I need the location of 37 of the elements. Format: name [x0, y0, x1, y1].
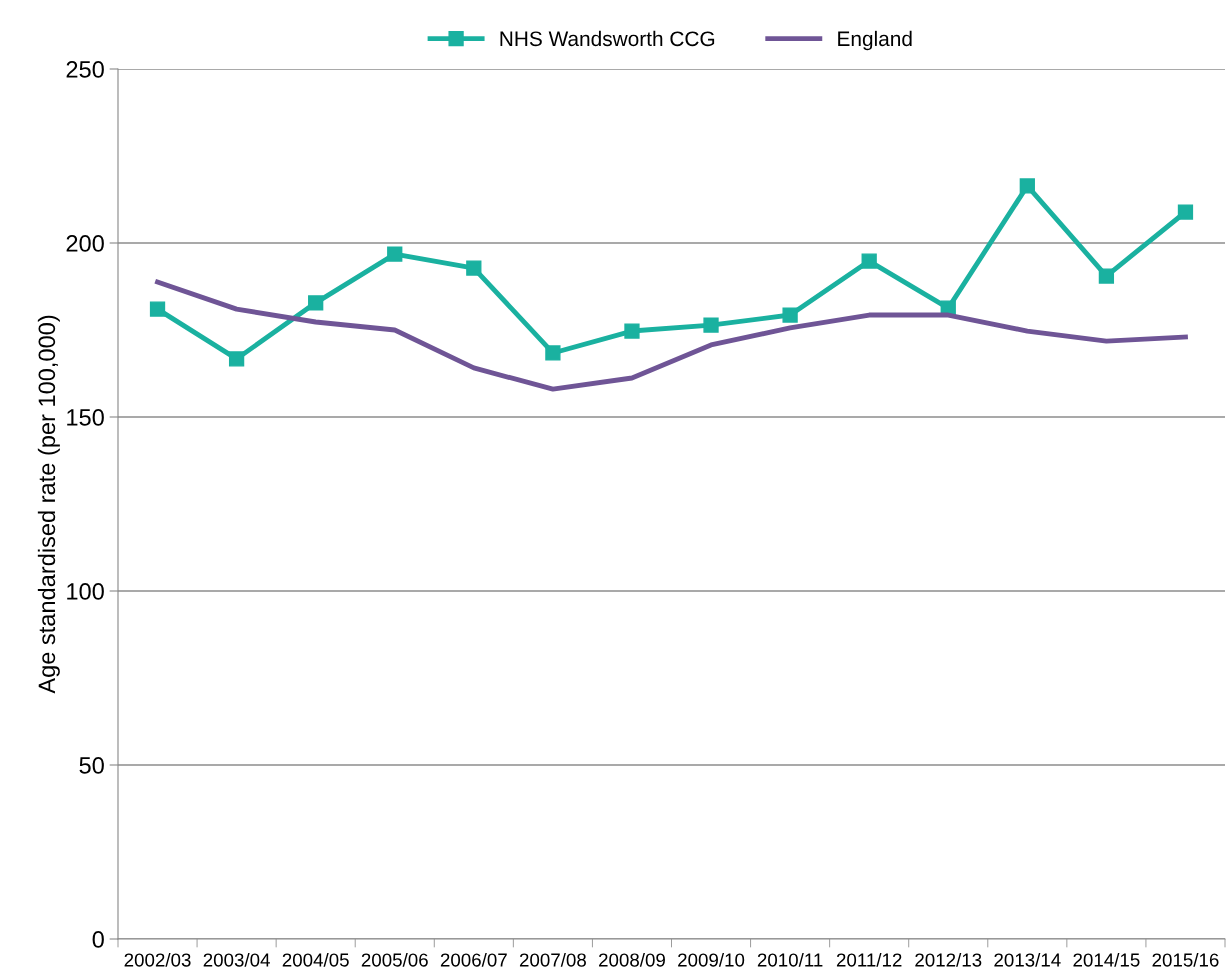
x-tick-label: 2003/04 — [203, 952, 270, 967]
point — [1177, 204, 1194, 220]
point — [387, 246, 403, 262]
x-tick-label: 2002/03 — [124, 952, 191, 967]
x-tick-label: 2014/15 — [1073, 952, 1140, 967]
y-tick-label: 150 — [67, 409, 104, 426]
y-tick-label: 0 — [92, 931, 104, 948]
x-tick-label: 2013/14 — [994, 952, 1061, 967]
point — [624, 323, 640, 339]
legend-label: NHS Wandsworth CCG — [500, 30, 715, 47]
x-tick-label: 2004/05 — [282, 952, 349, 967]
point — [228, 351, 245, 367]
x-tick-label: 2008/09 — [599, 952, 665, 967]
x-tick-label: 2007/08 — [519, 952, 586, 967]
x-tick-label: 2010/11 — [757, 952, 823, 967]
y-tick-label: 50 — [79, 757, 104, 774]
x-tick-label: 2011/12 — [836, 952, 902, 967]
line-series — [155, 279, 1188, 392]
point — [466, 260, 482, 276]
x-tick-label: 2012/13 — [915, 952, 982, 967]
x-tick-label: 2006/07 — [440, 952, 507, 967]
point — [782, 307, 798, 323]
point — [149, 301, 166, 317]
point — [703, 317, 719, 333]
point — [1019, 178, 1035, 194]
x-tick-label: 2005/06 — [361, 952, 428, 967]
x-tick-label: 2009/10 — [678, 952, 745, 967]
y-tick-label: 100 — [67, 583, 104, 600]
point — [308, 295, 324, 311]
y-tick-label: 250 — [66, 61, 104, 78]
point — [861, 253, 877, 269]
x-tick-label: 2015/16 — [1152, 952, 1219, 967]
point — [545, 345, 561, 361]
legend-label: England — [838, 30, 912, 51]
y-axis-title: Age standardised rate (per 100,000) — [37, 315, 60, 694]
point — [1098, 268, 1115, 284]
y-tick-label: 200 — [66, 235, 104, 252]
